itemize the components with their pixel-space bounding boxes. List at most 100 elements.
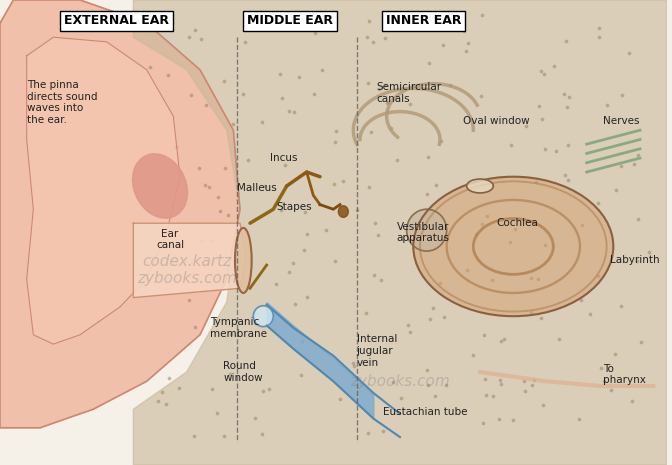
Point: [183, 33, 194, 41]
Ellipse shape: [466, 179, 493, 193]
Point: [554, 336, 564, 343]
Text: Stapes: Stapes: [277, 202, 312, 212]
Point: [302, 294, 312, 301]
Point: [536, 67, 546, 74]
Point: [243, 156, 253, 164]
Point: [534, 102, 544, 109]
Point: [250, 414, 261, 421]
Point: [624, 50, 635, 57]
Point: [263, 385, 274, 393]
Text: zybooks.com: zybooks.com: [350, 374, 450, 389]
Point: [194, 164, 204, 172]
Point: [632, 257, 642, 264]
Point: [223, 212, 234, 219]
Point: [563, 176, 574, 183]
Point: [435, 138, 446, 145]
Point: [288, 259, 298, 267]
Point: [562, 103, 573, 111]
Point: [495, 376, 505, 383]
Point: [599, 378, 610, 385]
Point: [429, 392, 440, 400]
Text: Ear
canal: Ear canal: [156, 229, 184, 250]
Text: Malleus: Malleus: [237, 183, 276, 193]
Point: [296, 338, 307, 345]
Point: [611, 187, 622, 194]
Point: [214, 208, 225, 215]
Point: [335, 395, 345, 403]
Text: The pinna
directs sound
waves into
the ear.: The pinna directs sound waves into the e…: [27, 80, 97, 125]
Point: [348, 363, 359, 370]
Point: [329, 138, 340, 145]
Point: [228, 120, 239, 128]
Point: [636, 339, 646, 346]
Point: [163, 71, 173, 79]
Point: [425, 315, 435, 322]
Point: [390, 23, 401, 31]
Point: [276, 206, 287, 213]
Point: [185, 91, 196, 99]
Point: [153, 191, 163, 199]
Point: [575, 296, 586, 304]
Point: [593, 272, 604, 280]
Point: [506, 141, 517, 149]
Point: [190, 323, 201, 330]
Point: [475, 93, 486, 100]
Point: [226, 330, 237, 338]
Point: [616, 163, 627, 170]
Point: [284, 268, 294, 275]
Point: [374, 85, 384, 93]
Circle shape: [413, 177, 614, 316]
Point: [480, 375, 491, 382]
Point: [290, 300, 301, 308]
Point: [422, 366, 433, 374]
Point: [201, 101, 212, 108]
Point: [594, 25, 605, 32]
Point: [423, 153, 433, 161]
Point: [284, 108, 294, 115]
Polygon shape: [133, 0, 667, 465]
Point: [241, 240, 251, 247]
Point: [527, 381, 538, 388]
Point: [189, 27, 200, 34]
Point: [244, 258, 255, 265]
Point: [153, 173, 163, 180]
Point: [364, 18, 374, 25]
Point: [529, 376, 540, 383]
Point: [256, 430, 267, 438]
Point: [439, 313, 450, 321]
Point: [470, 230, 481, 238]
Point: [605, 386, 616, 394]
Point: [364, 183, 374, 190]
Point: [212, 194, 223, 201]
Point: [366, 129, 377, 136]
Polygon shape: [0, 0, 240, 428]
Text: Cochlea: Cochlea: [497, 218, 538, 228]
Point: [627, 397, 638, 405]
Text: Labyrinth: Labyrinth: [610, 255, 660, 266]
Point: [403, 321, 413, 328]
Point: [329, 180, 340, 188]
Point: [441, 381, 452, 388]
Text: MIDDLE EAR: MIDDLE EAR: [247, 14, 333, 27]
Point: [487, 276, 498, 284]
Text: To
pharynx: To pharynx: [603, 364, 646, 385]
Point: [232, 241, 243, 249]
Point: [423, 60, 434, 67]
Point: [380, 81, 390, 89]
Point: [173, 385, 184, 392]
Point: [577, 221, 587, 229]
Point: [382, 99, 393, 106]
Text: Internal
jugular
vein: Internal jugular vein: [357, 334, 397, 368]
Point: [189, 432, 200, 439]
Point: [632, 216, 643, 223]
Point: [616, 302, 626, 310]
Point: [496, 380, 507, 387]
Point: [381, 100, 392, 107]
Text: Incus: Incus: [270, 153, 298, 163]
Point: [405, 328, 416, 336]
Point: [560, 172, 571, 179]
Ellipse shape: [338, 206, 348, 218]
Point: [258, 387, 269, 395]
Ellipse shape: [235, 228, 251, 293]
Point: [321, 227, 332, 234]
